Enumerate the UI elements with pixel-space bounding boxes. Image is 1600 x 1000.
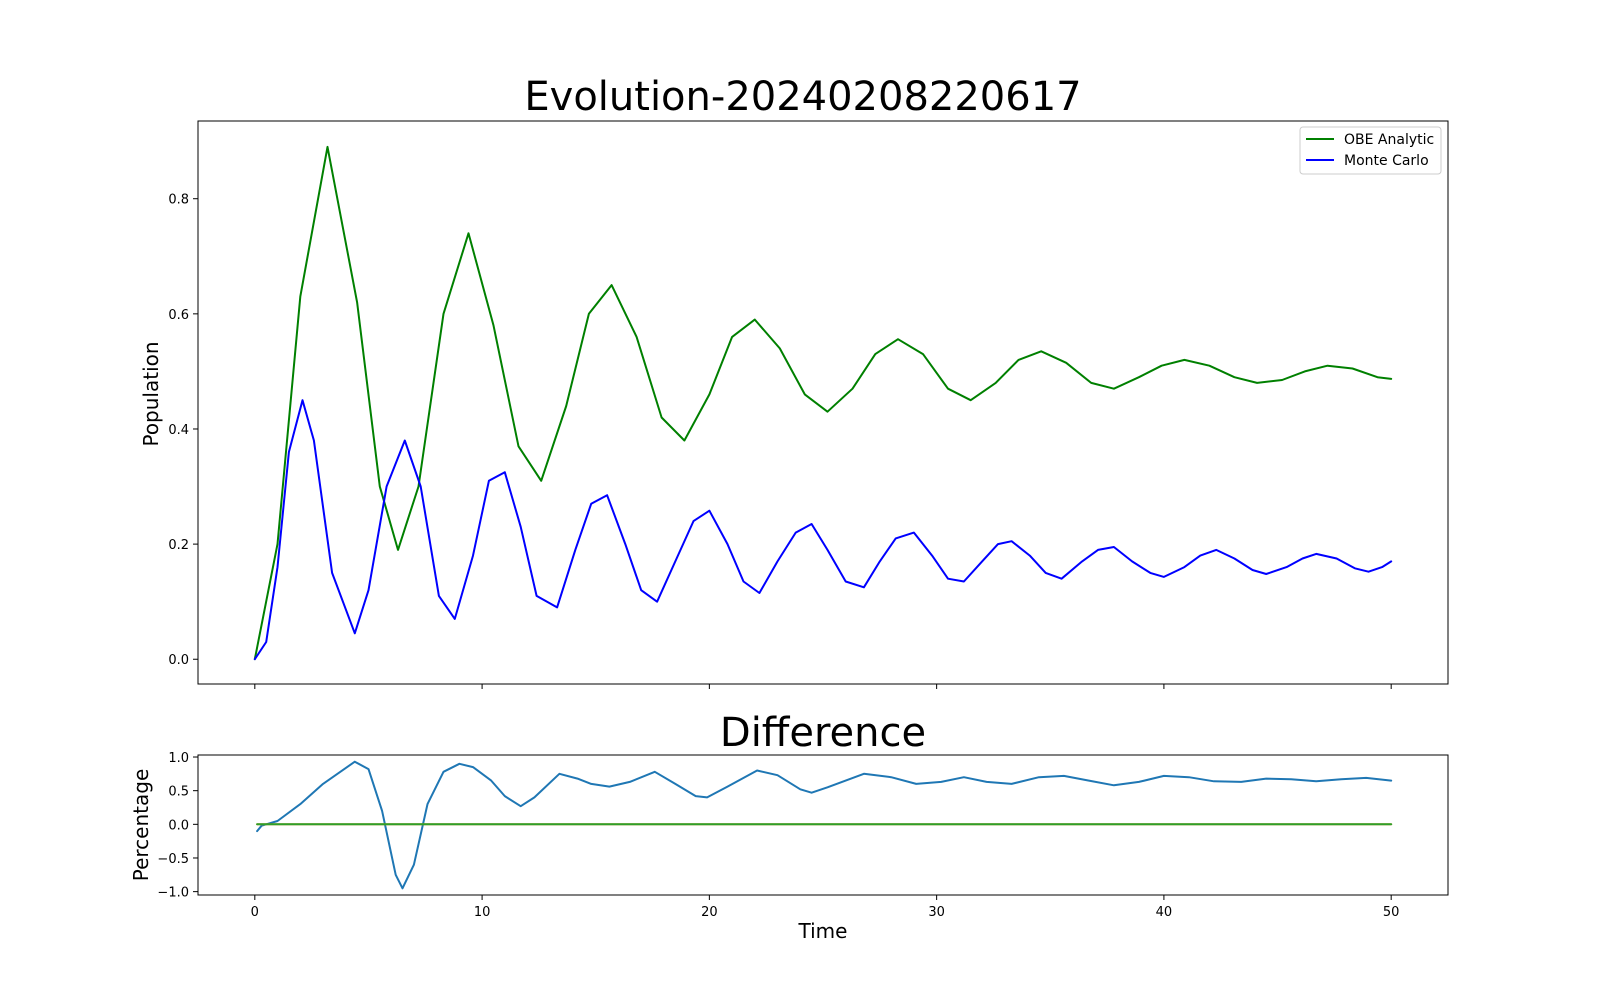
legend-label-obe-analytic: OBE Analytic	[1344, 132, 1434, 148]
difference-series-line-series-1	[256, 760, 1393, 890]
population-y-tick-label: 0.6	[168, 308, 189, 323]
population-ticks: 0.0 0.2 0.4 0.6 0.8	[168, 193, 1392, 689]
population-y-tick-label: 0.4	[168, 423, 189, 438]
difference-x-tick-label: 50	[1383, 905, 1400, 920]
time-x-axis-label: Time	[798, 919, 848, 943]
difference-x-tick-label: 20	[701, 905, 718, 920]
difference-ticks: 0 10 20 30 40 50 −1.0 −0.5 0.0 0.5 1.0	[157, 751, 1399, 920]
population-lines	[253, 145, 1393, 661]
population-y-tick-label: 0.8	[168, 193, 189, 208]
population-plot-title: Evolution-20240208220617	[524, 74, 1081, 120]
legend-label-monte-carlo: Monte Carlo	[1344, 153, 1429, 169]
difference-x-tick-label: 30	[928, 905, 945, 920]
legend: OBE Analytic Monte Carlo	[1299, 126, 1442, 175]
population-plot-frame	[197, 120, 1449, 685]
population-series-line-obe-analytic	[253, 145, 1393, 661]
difference-x-tick-label: 10	[474, 905, 491, 920]
difference-plot: Difference Percentage Time 0 10 20 30 40 50 −1…	[129, 710, 1449, 943]
difference-x-tick-label: 40	[1156, 905, 1173, 920]
difference-plot-frame	[197, 754, 1449, 896]
difference-y-tick-label: −0.5	[157, 852, 189, 867]
difference-y-tick-label: −1.0	[157, 886, 189, 901]
population-y-tick-label: 0.2	[168, 538, 189, 553]
legend-box	[1299, 126, 1442, 175]
difference-y-tick-label: 1.0	[168, 751, 189, 766]
population-y-axis-label: Population	[139, 341, 163, 446]
population-series-line-monte-carlo	[253, 399, 1393, 661]
difference-x-tick-label: 0	[251, 905, 259, 920]
difference-y-tick-label: 0.0	[168, 818, 189, 833]
difference-y-tick-label: 0.5	[168, 785, 189, 800]
difference-lines	[256, 760, 1393, 890]
population-y-tick-label: 0.0	[168, 653, 189, 668]
population-plot: Evolution-20240208220617 Population 0.00…	[139, 74, 1449, 689]
difference-plot-title: Difference	[720, 710, 926, 756]
difference-y-axis-label: Percentage	[129, 769, 153, 882]
